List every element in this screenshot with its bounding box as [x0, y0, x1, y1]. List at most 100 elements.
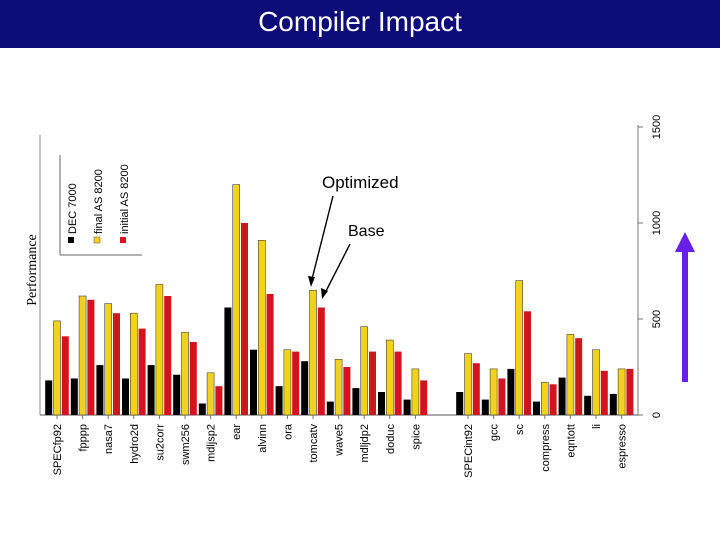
bar-dec [352, 388, 360, 415]
y-tick-label: 0 [651, 412, 663, 418]
y-axis-ticks: 0 500 1000 1500 [638, 115, 663, 418]
annotation-optimized: Optimized [322, 173, 399, 192]
slide-title-bar: Compiler Impact [0, 0, 720, 48]
bar-dec [507, 368, 515, 415]
x-tick-label: li [591, 424, 603, 429]
chart-legend: DEC 7000 final AS 8200 initial AS 8200 [59, 155, 142, 256]
x-tick-label: SPECfp92 [52, 424, 64, 475]
bar-initial [369, 351, 376, 415]
bar-final [411, 368, 420, 416]
bar-dec [558, 377, 566, 415]
performance-arrow-head-icon [675, 232, 695, 252]
x-tick-label: mdljsp2 [206, 424, 218, 462]
bar-final [130, 312, 138, 416]
bar-final [257, 240, 266, 416]
bar-initial [472, 363, 480, 415]
legend-swatch-initial [120, 237, 126, 243]
x-tick-label: sc [514, 424, 526, 436]
bar-final [592, 349, 600, 416]
bar-final [334, 358, 343, 416]
x-tick-label: alvinn [257, 424, 269, 453]
bar-final [309, 289, 317, 416]
x-tick-label: wave5 [334, 424, 346, 457]
bar-dec [481, 399, 489, 415]
optimized-pointer-head [308, 276, 315, 287]
bar-dec [147, 365, 155, 415]
x-tick-label: eqntott [565, 424, 577, 458]
x-tick-label: spice [410, 424, 422, 450]
bar-dec [45, 380, 53, 415]
bar-final [566, 334, 575, 416]
bar-final [489, 368, 498, 416]
legend-swatch-final [93, 236, 101, 244]
x-tick-label: SPECint92 [463, 424, 475, 478]
x-tick-label: hydro2d [129, 424, 141, 464]
bar-final [155, 284, 164, 416]
bar-initial [575, 338, 583, 415]
bar-initial [138, 328, 146, 415]
optimized-pointer-line [310, 195, 334, 284]
x-tick-label: fpppp [78, 424, 90, 452]
x-tick-labels: SPECfp92 fpppp nasa7 hydro2d su2corr swm256 md… [52, 415, 629, 478]
legend-label-dec: DEC 7000 [67, 183, 79, 234]
bar-dec [584, 395, 592, 415]
bar-initial [498, 378, 506, 415]
bar-initial [266, 294, 274, 415]
y-tick-label: 1000 [651, 211, 663, 235]
bar-initial [241, 223, 248, 415]
y-axis-label: Performance [25, 234, 40, 306]
x-tick-label: tomcatv [308, 424, 320, 463]
legend-swatch-dec [68, 237, 74, 243]
x-tick-label: doduc [385, 424, 397, 454]
bar-dec [403, 399, 411, 415]
bar-dec [96, 365, 104, 415]
base-pointer-head [321, 288, 328, 299]
bar-series-group [45, 184, 634, 416]
bar-initial [626, 368, 634, 415]
bar-initial [343, 367, 351, 415]
bar-dec [301, 361, 309, 415]
bar-final [206, 372, 215, 416]
bar-initial [61, 336, 69, 415]
performance-arrow-shaft [682, 250, 688, 382]
bar-final [540, 382, 549, 416]
bar-final [464, 353, 472, 416]
x-tick-label: su2corr [154, 424, 166, 461]
bar-dec [224, 307, 232, 415]
x-tick-label: nasa7 [103, 424, 115, 454]
x-tick-label: gcc [489, 424, 501, 442]
bar-final [181, 332, 189, 416]
annotation-base: Base [348, 223, 385, 240]
bar-final [515, 280, 524, 416]
bar-dec [275, 386, 283, 415]
x-tick-label: ear [231, 424, 243, 440]
bar-initial [420, 380, 428, 415]
legend-label-final: final AS 8200 [93, 169, 105, 234]
bar-dec [122, 378, 129, 415]
bar-dec [609, 393, 617, 415]
bar-dec [326, 401, 334, 415]
bar-initial [113, 313, 120, 415]
bar-dec [378, 392, 385, 415]
x-tick-label: ora [282, 423, 294, 440]
y-tick-label: 1500 [651, 115, 663, 139]
bar-dec [533, 401, 540, 415]
x-tick-label: mdljdp2 [359, 424, 371, 463]
bar-final [104, 303, 112, 416]
bar-final [617, 368, 626, 416]
bar-initial [600, 370, 608, 415]
x-tick-label: compress [540, 424, 552, 472]
bar-dec [456, 392, 464, 415]
bar-final [232, 184, 240, 416]
bar-final [78, 295, 87, 416]
bar-initial [524, 311, 531, 415]
bar-final [385, 339, 394, 416]
bar-initial [549, 384, 557, 415]
bar-initial [189, 342, 197, 415]
bar-final [283, 349, 292, 416]
bar-final [53, 320, 61, 416]
x-tick-label: espresso [617, 424, 629, 469]
bar-dec [250, 349, 257, 415]
bar-dec [70, 378, 78, 415]
